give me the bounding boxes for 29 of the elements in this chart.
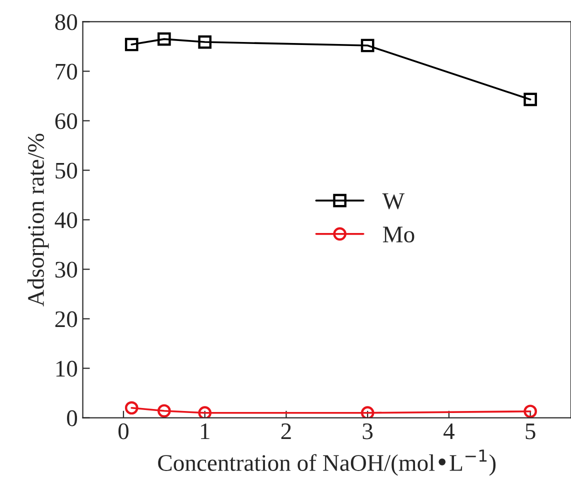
x-tick-label: 3: [362, 423, 373, 440]
y-tick-label: 0: [67, 410, 78, 426]
legend-label: W: [382, 193, 405, 210]
point: [524, 92, 537, 106]
point: [198, 35, 212, 49]
x-tick-label: 4: [444, 423, 454, 440]
y-axis-title: Adsorption rate/%: [27, 134, 49, 306]
x-tick-label: 0: [118, 423, 128, 440]
y-tick-label: 40: [54, 212, 78, 228]
y-tick-label: 80: [55, 14, 78, 30]
y-tick-label: 70: [56, 64, 78, 80]
y-tick-label: 60: [55, 113, 78, 130]
point: [124, 401, 138, 415]
y-tick-label: 10: [56, 360, 78, 377]
x-tick-label: 1: [201, 423, 210, 440]
y-tick-label: 20: [55, 311, 78, 328]
point: [124, 38, 138, 52]
point: [360, 38, 374, 52]
point: [157, 404, 171, 418]
point: [524, 404, 537, 418]
point: [157, 32, 171, 46]
point: [360, 406, 374, 418]
y-tick-label: 50: [56, 162, 78, 179]
x-tick-label: 5: [526, 424, 536, 440]
legend-label: Mo: [382, 226, 414, 242]
x-tick-label: 2: [281, 423, 291, 440]
point: [198, 406, 212, 418]
y-tick-label: 30: [55, 262, 78, 278]
x-axis-title: Concentration of NaOH/(mol•L$^{−1}$): [158, 450, 496, 476]
